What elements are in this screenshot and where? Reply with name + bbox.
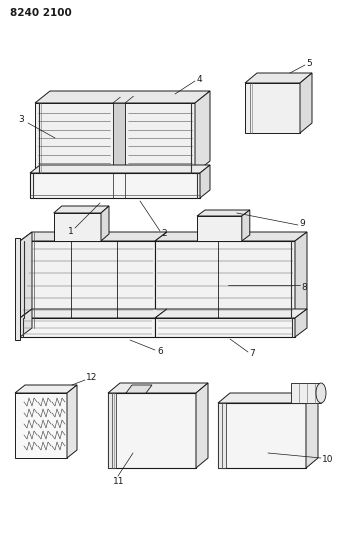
Polygon shape bbox=[126, 385, 152, 393]
Text: 4: 4 bbox=[197, 75, 203, 84]
Ellipse shape bbox=[316, 383, 326, 403]
Polygon shape bbox=[108, 383, 208, 393]
Polygon shape bbox=[155, 318, 295, 337]
Polygon shape bbox=[67, 385, 77, 458]
Polygon shape bbox=[200, 165, 210, 198]
Polygon shape bbox=[30, 165, 210, 173]
Polygon shape bbox=[20, 241, 155, 318]
Polygon shape bbox=[20, 309, 32, 337]
Polygon shape bbox=[218, 403, 306, 468]
Polygon shape bbox=[101, 206, 109, 241]
Text: 8240 2100: 8240 2100 bbox=[10, 8, 72, 18]
Polygon shape bbox=[15, 385, 77, 393]
Polygon shape bbox=[155, 232, 307, 241]
Polygon shape bbox=[20, 232, 167, 241]
Polygon shape bbox=[196, 383, 208, 468]
Polygon shape bbox=[108, 393, 116, 468]
Text: 5: 5 bbox=[306, 59, 312, 68]
Polygon shape bbox=[15, 238, 20, 340]
Polygon shape bbox=[295, 309, 307, 337]
Polygon shape bbox=[125, 103, 195, 173]
Polygon shape bbox=[155, 309, 307, 318]
Polygon shape bbox=[113, 103, 125, 173]
Polygon shape bbox=[35, 91, 210, 103]
Polygon shape bbox=[15, 393, 67, 458]
Polygon shape bbox=[197, 216, 242, 241]
Polygon shape bbox=[35, 103, 113, 173]
Polygon shape bbox=[245, 73, 312, 83]
Text: 12: 12 bbox=[86, 374, 98, 383]
Polygon shape bbox=[108, 393, 196, 468]
Polygon shape bbox=[218, 393, 318, 403]
Text: 8: 8 bbox=[301, 282, 307, 292]
Polygon shape bbox=[242, 210, 250, 241]
Polygon shape bbox=[195, 91, 210, 173]
Polygon shape bbox=[20, 318, 155, 337]
Polygon shape bbox=[245, 83, 300, 133]
Text: 6: 6 bbox=[157, 348, 163, 357]
Polygon shape bbox=[306, 393, 318, 468]
Polygon shape bbox=[300, 73, 312, 133]
Text: 1: 1 bbox=[68, 227, 74, 236]
Polygon shape bbox=[30, 173, 200, 198]
Polygon shape bbox=[295, 232, 307, 318]
Polygon shape bbox=[291, 383, 321, 403]
Polygon shape bbox=[54, 213, 101, 241]
Polygon shape bbox=[218, 403, 226, 468]
Polygon shape bbox=[54, 206, 109, 213]
Polygon shape bbox=[20, 309, 167, 318]
Text: 3: 3 bbox=[18, 116, 24, 125]
Polygon shape bbox=[197, 210, 250, 216]
Text: 9: 9 bbox=[299, 219, 305, 228]
Polygon shape bbox=[20, 232, 32, 318]
Text: 7: 7 bbox=[249, 350, 255, 359]
Text: 10: 10 bbox=[322, 456, 333, 464]
Text: 11: 11 bbox=[113, 477, 124, 486]
Polygon shape bbox=[155, 241, 295, 318]
Text: 2: 2 bbox=[161, 230, 167, 238]
